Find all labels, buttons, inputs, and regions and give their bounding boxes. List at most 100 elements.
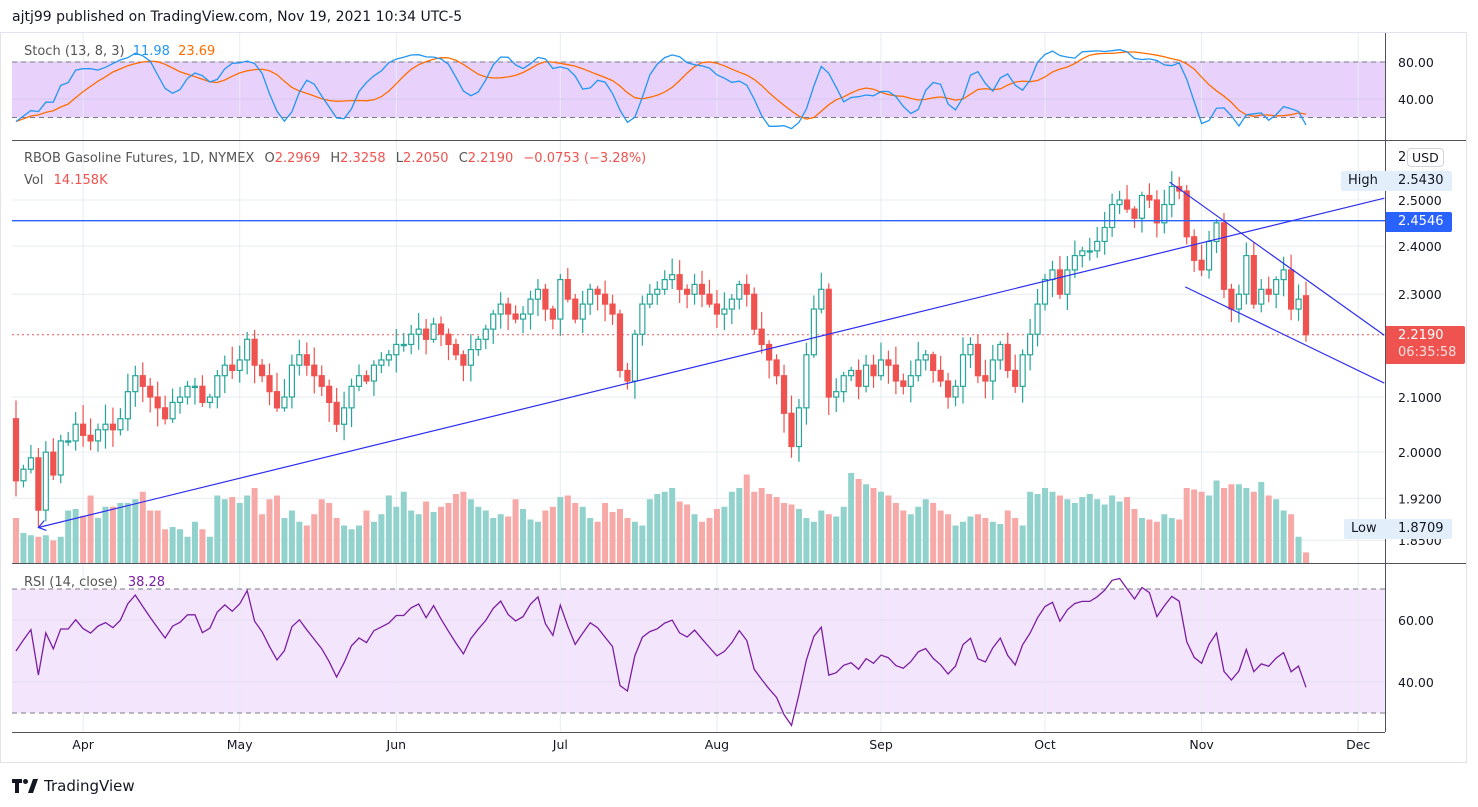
candle-body [490, 313, 497, 330]
volume-bar [1161, 514, 1168, 563]
volume-bar [967, 516, 974, 563]
candle-body [989, 359, 996, 382]
volume-bar [833, 516, 840, 563]
candle [318, 365, 325, 396]
currency-button[interactable]: USD [1407, 148, 1444, 167]
volume-bar [1243, 488, 1250, 563]
volume-bar [1071, 503, 1078, 563]
candle [1243, 242, 1250, 305]
candle [20, 464, 27, 488]
candle [743, 274, 750, 307]
candle-body [430, 323, 437, 340]
candle-body [475, 338, 482, 351]
candle-body [609, 303, 616, 315]
volume-bar [221, 499, 228, 563]
candle [1019, 349, 1026, 403]
volume-bar [1079, 497, 1086, 563]
volume-bar [959, 521, 966, 563]
volume-bar [930, 503, 937, 563]
candle-body [333, 401, 340, 425]
candle [206, 393, 213, 409]
volume-bar [952, 525, 959, 563]
candle-body [191, 385, 199, 389]
candle [132, 365, 139, 407]
volume-bar [438, 506, 445, 563]
candle-body [80, 423, 87, 436]
candle-body [1287, 269, 1295, 310]
candle [803, 342, 810, 425]
candle [221, 355, 228, 394]
candle [65, 432, 72, 446]
candle [736, 280, 743, 310]
candle-body [967, 343, 974, 356]
candle-body [423, 328, 430, 340]
candle-body [1041, 278, 1049, 305]
candle-body [557, 278, 564, 320]
candle-body [505, 303, 512, 315]
candle [676, 260, 683, 303]
candle-body [94, 429, 102, 442]
candle [974, 334, 982, 384]
candle-body [65, 440, 72, 443]
candle-body [870, 364, 877, 377]
volume-bar [199, 529, 206, 563]
candle-body [519, 313, 527, 320]
volume-bar [35, 536, 42, 563]
candle-body [117, 418, 124, 431]
stoch-d-line [15, 51, 1307, 123]
volume-bar [42, 535, 49, 563]
symbol-legend: RBOB Gasoline Futures, 1D, NYMEX O2.2969… [24, 151, 646, 166]
volume-bar [624, 518, 631, 563]
volume-bar [13, 518, 19, 563]
candle-body [482, 328, 489, 340]
candle [982, 359, 989, 399]
volume-bar [982, 518, 989, 563]
candle [579, 290, 586, 333]
candle [326, 379, 333, 422]
high-marker-label: High [1348, 173, 1378, 188]
candle-body [601, 293, 609, 305]
candle [766, 340, 773, 379]
price-axis-label: 1.9200 [1398, 491, 1442, 506]
candle-body [251, 338, 258, 366]
candle-body [27, 457, 35, 470]
low-label: L [395, 151, 404, 166]
volume-bar [512, 499, 519, 563]
candle-body [773, 359, 780, 377]
candle-body [1235, 293, 1242, 310]
candle [437, 316, 445, 347]
volume-bar [848, 473, 855, 563]
candle-body [303, 354, 310, 366]
volume-bar [945, 514, 952, 563]
candle-body [1094, 240, 1101, 252]
footer-brand[interactable]: TradingView [12, 777, 135, 795]
volume-bar [1146, 519, 1153, 563]
candle-body [370, 364, 378, 382]
candle [244, 331, 251, 375]
candle-body [833, 391, 840, 398]
volume-bar [356, 525, 363, 563]
rsi-line [15, 577, 1307, 727]
candle [1228, 283, 1235, 323]
volume-bar [445, 503, 452, 563]
candle [751, 287, 758, 335]
volume-bar [408, 510, 415, 563]
volume-bar [1250, 491, 1257, 563]
candle-body [959, 354, 967, 387]
volume-bar [937, 510, 944, 563]
candle [519, 306, 527, 334]
candle [303, 342, 310, 376]
volume-bar [1303, 552, 1309, 563]
candle-body [452, 343, 460, 356]
volume-bar [661, 491, 668, 563]
volume-bar [676, 501, 683, 563]
stoch-k-value: 11.98 [132, 44, 170, 59]
volume-bar [564, 495, 571, 563]
candle [199, 375, 206, 407]
candle-body [937, 369, 944, 382]
candle [50, 438, 57, 481]
volume-bar [273, 495, 280, 563]
candle [713, 290, 721, 328]
volume-bar [57, 536, 64, 563]
